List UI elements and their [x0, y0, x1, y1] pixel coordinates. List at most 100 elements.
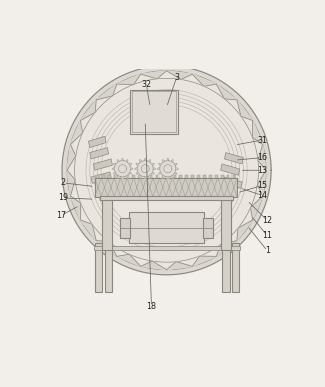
Polygon shape: [125, 175, 128, 178]
Polygon shape: [62, 66, 271, 275]
Bar: [132, 175, 135, 178]
Polygon shape: [216, 84, 237, 100]
Bar: [95, 178, 237, 197]
Polygon shape: [144, 158, 146, 161]
Text: 1: 1: [265, 247, 270, 255]
Bar: [144, 175, 147, 178]
Polygon shape: [162, 175, 165, 178]
Polygon shape: [135, 168, 137, 170]
Polygon shape: [113, 172, 116, 174]
Bar: [102, 175, 105, 178]
Text: 15: 15: [257, 181, 267, 190]
Bar: [94, 246, 240, 250]
Bar: [231, 243, 239, 293]
Bar: [221, 197, 231, 250]
Polygon shape: [140, 159, 142, 162]
Bar: [186, 175, 188, 178]
Bar: [191, 175, 194, 178]
Polygon shape: [216, 241, 237, 257]
Polygon shape: [117, 159, 119, 162]
Polygon shape: [141, 71, 166, 79]
Bar: [179, 175, 182, 178]
Polygon shape: [117, 175, 119, 178]
Polygon shape: [122, 158, 124, 161]
Bar: [233, 175, 235, 178]
Text: 19: 19: [58, 194, 68, 202]
Polygon shape: [129, 172, 132, 174]
Bar: [129, 212, 204, 243]
Text: 2: 2: [61, 178, 66, 187]
Polygon shape: [148, 175, 151, 178]
Text: 3: 3: [174, 72, 179, 82]
Polygon shape: [176, 168, 178, 170]
Polygon shape: [136, 163, 139, 166]
Text: 13: 13: [257, 166, 267, 175]
Bar: [102, 197, 112, 250]
Polygon shape: [192, 74, 216, 86]
Polygon shape: [153, 168, 155, 170]
Polygon shape: [90, 147, 109, 159]
Text: 17: 17: [56, 211, 66, 220]
Bar: [114, 175, 117, 178]
Polygon shape: [166, 262, 192, 270]
Polygon shape: [80, 220, 96, 241]
Polygon shape: [171, 159, 173, 162]
Text: 12: 12: [262, 216, 272, 225]
Bar: [221, 175, 224, 178]
Text: 18: 18: [147, 302, 156, 311]
Polygon shape: [125, 159, 128, 162]
Polygon shape: [113, 163, 116, 166]
Text: 32: 32: [141, 80, 151, 89]
Bar: [203, 175, 206, 178]
Polygon shape: [130, 168, 133, 170]
Polygon shape: [151, 163, 154, 166]
Polygon shape: [117, 254, 141, 266]
Text: 11: 11: [262, 231, 272, 240]
Text: 16: 16: [257, 153, 267, 162]
Polygon shape: [96, 84, 117, 100]
Polygon shape: [225, 152, 243, 164]
Bar: [222, 243, 229, 293]
Polygon shape: [112, 168, 114, 170]
Bar: [108, 175, 111, 178]
Bar: [100, 196, 233, 200]
Polygon shape: [167, 177, 169, 179]
Polygon shape: [253, 120, 263, 144]
Polygon shape: [62, 66, 271, 275]
Polygon shape: [258, 144, 266, 170]
Bar: [126, 175, 129, 178]
Bar: [120, 218, 130, 238]
Polygon shape: [162, 159, 165, 162]
Polygon shape: [96, 241, 117, 257]
Bar: [215, 175, 218, 178]
Polygon shape: [140, 175, 142, 178]
Polygon shape: [88, 136, 106, 147]
Bar: [138, 175, 140, 178]
Polygon shape: [171, 175, 173, 178]
Bar: [120, 175, 123, 178]
Polygon shape: [166, 71, 192, 79]
Polygon shape: [80, 100, 96, 120]
Polygon shape: [174, 172, 177, 174]
Polygon shape: [144, 177, 146, 179]
Polygon shape: [237, 220, 253, 241]
Polygon shape: [71, 120, 83, 144]
Polygon shape: [114, 161, 131, 177]
Bar: [105, 243, 112, 293]
Bar: [209, 175, 212, 178]
Polygon shape: [122, 177, 124, 179]
Polygon shape: [117, 74, 141, 84]
Polygon shape: [67, 144, 76, 170]
Polygon shape: [129, 163, 132, 166]
Bar: [150, 175, 152, 178]
Polygon shape: [159, 172, 162, 174]
Bar: [227, 175, 229, 178]
Polygon shape: [160, 161, 176, 177]
Text: 31: 31: [257, 135, 267, 144]
Polygon shape: [174, 163, 177, 166]
Polygon shape: [67, 170, 75, 196]
Polygon shape: [223, 177, 242, 188]
Bar: [156, 175, 158, 178]
Bar: [203, 218, 213, 238]
Polygon shape: [167, 158, 169, 161]
